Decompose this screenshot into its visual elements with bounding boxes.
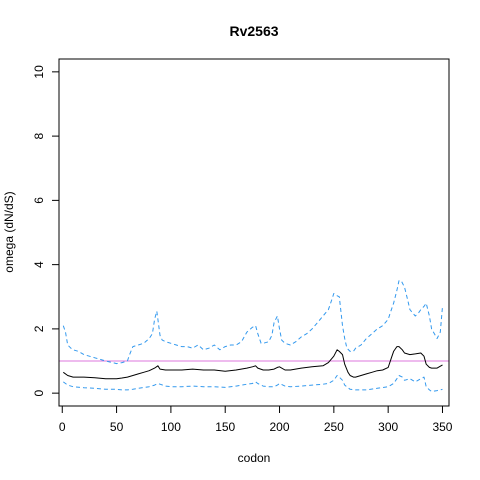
y-tick-label: 4 [32, 261, 46, 268]
y-axis-label: omega (dN/dS) [2, 191, 16, 272]
x-tick-label: 100 [161, 420, 181, 434]
y-tick-label: 8 [32, 132, 46, 139]
series-line-mean [63, 346, 443, 380]
series-line-lower [63, 375, 443, 392]
chart-title: Rv2563 [229, 23, 278, 39]
y-tick-label: 2 [32, 325, 46, 332]
y-tick-label: 10 [32, 65, 46, 79]
y-axis: 0 2 4 6 8 10 [32, 65, 60, 396]
x-tick-label: 150 [215, 420, 235, 434]
x-tick-label: 200 [270, 420, 290, 434]
plot-area [59, 280, 449, 392]
x-tick-label: 300 [378, 420, 398, 434]
plot-frame [58, 58, 450, 407]
x-tick-label: 0 [59, 420, 66, 434]
series-line-upper [62, 280, 443, 365]
x-axis: 0 50 100 150 200 250 300 350 [59, 405, 453, 434]
x-tick-label: 250 [324, 420, 344, 434]
y-tick-label: 6 [32, 197, 46, 204]
y-tick-label: 0 [32, 389, 46, 396]
x-axis-label: codon [238, 451, 271, 465]
x-tick-label: 50 [110, 420, 124, 434]
x-tick-label: 350 [432, 420, 452, 434]
